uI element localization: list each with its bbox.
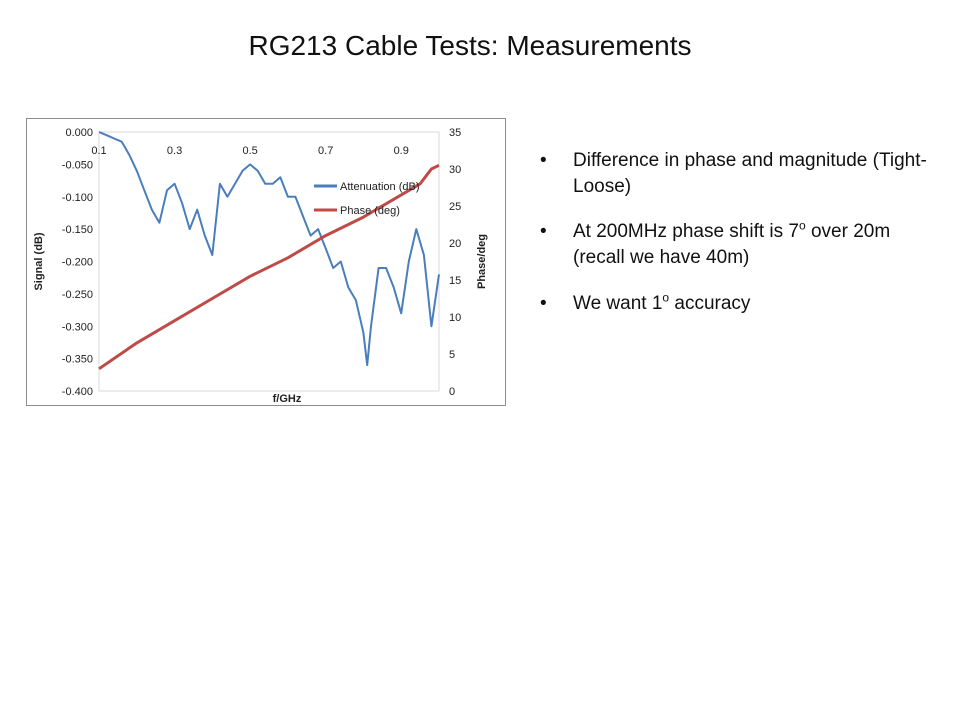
chart-frame: 0.000 -0.050 -0.100 -0.150 -0.200 -0.250 -0.30… — [26, 118, 506, 406]
attenuation-series-line — [98, 131, 440, 367]
y-left-tick-label: -0.050 — [62, 159, 93, 171]
chart-svg: 0.000 -0.050 -0.100 -0.150 -0.200 -0.250 -0.30… — [33, 127, 488, 405]
bullet-text: Difference in phase and magnitude (Tight… — [573, 150, 927, 197]
bullet-dot: • — [540, 150, 547, 171]
y-left-tick-label: 0.000 — [65, 127, 93, 139]
x-tick-label: 0.9 — [394, 145, 409, 157]
y-left-tick-label: -0.250 — [62, 289, 93, 301]
bullet-list: • Difference in phase and magnitude (Tigh… — [540, 148, 930, 336]
x-tick-label: 0.7 — [318, 145, 333, 157]
legend-label-attenuation: Attenuation (dB) — [340, 181, 420, 193]
x-tick-label: 0.5 — [242, 145, 257, 157]
bullet-text: over 20m (recall we have 40m) — [573, 221, 891, 268]
plot-area — [98, 131, 440, 392]
y-right-tick-label: 5 — [449, 349, 455, 361]
y-right-axis-title: Phase/deg — [476, 234, 488, 289]
bullet-text: accuracy — [669, 292, 751, 314]
y-right-tick-label: 25 — [449, 201, 461, 213]
bullet-item: • Difference in phase and magnitude (Tigh… — [540, 148, 930, 199]
y-left-tick-label: -0.100 — [62, 192, 93, 204]
degree-superscript: o — [662, 290, 670, 305]
x-tick-label: 0.1 — [91, 145, 106, 157]
y-left-tick-label: -0.350 — [62, 354, 93, 366]
x-axis-title: f/GHz — [273, 393, 302, 405]
y-right-tick-label: 10 — [449, 312, 461, 324]
y-left-tick-label: -0.200 — [62, 257, 93, 269]
y-left-axis-title: Signal (dB) — [33, 232, 45, 290]
degree-superscript: o — [799, 218, 806, 233]
bullet-item: • We want 1o accuracy — [540, 291, 930, 317]
x-tick-label: 0.3 — [167, 145, 182, 157]
bullet-text: We want 1 — [573, 292, 663, 314]
phase-series-line — [98, 163, 440, 371]
y-left-tick-label: -0.400 — [62, 386, 93, 398]
legend-label-phase: Phase (deg) — [340, 205, 400, 217]
y-right-tick-label: 15 — [449, 275, 461, 287]
y-right-tick-label: 35 — [449, 127, 461, 139]
y-right-tick-label: 30 — [449, 164, 461, 176]
bullet-item: • At 200MHz phase shift is 7o over 20m (r… — [540, 219, 930, 270]
bullet-text: At 200MHz phase shift is 7 — [573, 221, 799, 243]
y-left-tick-label: -0.150 — [62, 224, 93, 236]
y-left-tick-label: -0.300 — [62, 321, 93, 333]
bullet-dot: • — [540, 221, 547, 243]
slide-title: RG213 Cable Tests: Measurements — [248, 30, 692, 61]
y-right-tick-label: 0 — [449, 386, 455, 398]
bullet-dot: • — [540, 292, 547, 314]
y-right-tick-label: 20 — [449, 238, 461, 250]
